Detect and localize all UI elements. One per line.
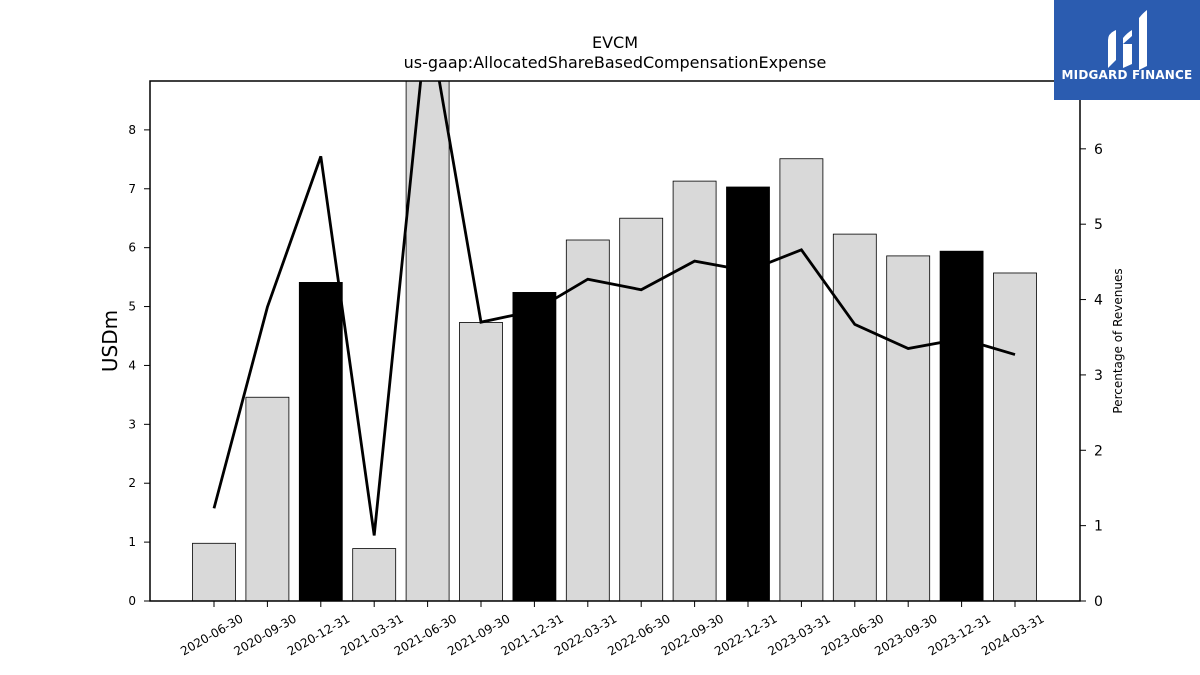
left-tick-label: 3 [128, 417, 136, 431]
bar-2022-06-30 [619, 217, 664, 601]
left-axis: 0 1 2 3 4 5 6 7 8 [128, 123, 150, 608]
bar-2021-06-30 [405, 81, 450, 601]
right-tick-label: 3 [1094, 368, 1103, 384]
bar-2021-12-31 [512, 292, 557, 601]
left-tick-label: 5 [128, 300, 136, 314]
y-axis-label: USDm [98, 310, 122, 372]
right-tick-label: 1 [1094, 519, 1103, 535]
logo-text: MIDGARD FINANCE [1061, 68, 1193, 82]
percentage-line [212, 81, 1016, 536]
right-tick-label: 4 [1094, 293, 1103, 309]
right-tick-label: 5 [1094, 217, 1103, 233]
bar-2020-12-31 [298, 282, 343, 601]
left-tick-label: 6 [128, 241, 136, 255]
left-tick-label: 1 [128, 535, 136, 549]
bar-2023-12-31 [939, 250, 984, 601]
left-tick-label: 2 [128, 476, 136, 490]
left-tick-label: 4 [128, 358, 136, 372]
bar-2023-09-30 [886, 255, 931, 601]
bar-2020-09-30 [245, 396, 290, 601]
right-axis: 0 1 2 3 4 5 6 [1080, 142, 1103, 610]
bar-2022-09-30 [672, 180, 717, 601]
chart-subtitle: us-gaap:AllocatedShareBasedCompensationE… [404, 53, 827, 72]
bar-2022-12-31 [726, 186, 770, 601]
left-tick-label: 8 [128, 123, 136, 137]
bar-2023-03-31 [779, 158, 824, 601]
bar-2023-06-30 [832, 233, 877, 601]
bar-series [192, 81, 1037, 601]
plot-frame [149, 80, 1081, 602]
bar-2020-06-30 [192, 542, 236, 601]
bar-2024-03-31 [993, 272, 1037, 601]
left-tick-label: 0 [128, 594, 136, 608]
right-tick-label: 0 [1094, 594, 1103, 610]
right-tick-label: 2 [1094, 443, 1103, 459]
right-tick-label: 6 [1094, 142, 1103, 158]
bar-2021-03-31 [352, 548, 397, 601]
y2-axis-label: Percentage of Revenues [1111, 268, 1125, 413]
bar-2022-03-31 [565, 239, 610, 601]
x-axis: 2020-06-302020-09-302020-12-312021-03-31… [178, 601, 1047, 658]
chart-title: EVCM [592, 33, 638, 52]
line-series [212, 81, 1016, 536]
bar-2021-09-30 [459, 322, 503, 601]
left-tick-label: 7 [128, 182, 136, 196]
midgard-finance-logo: MIDGARD FINANCE [1054, 0, 1200, 100]
logo-mark-icon [1108, 10, 1147, 70]
